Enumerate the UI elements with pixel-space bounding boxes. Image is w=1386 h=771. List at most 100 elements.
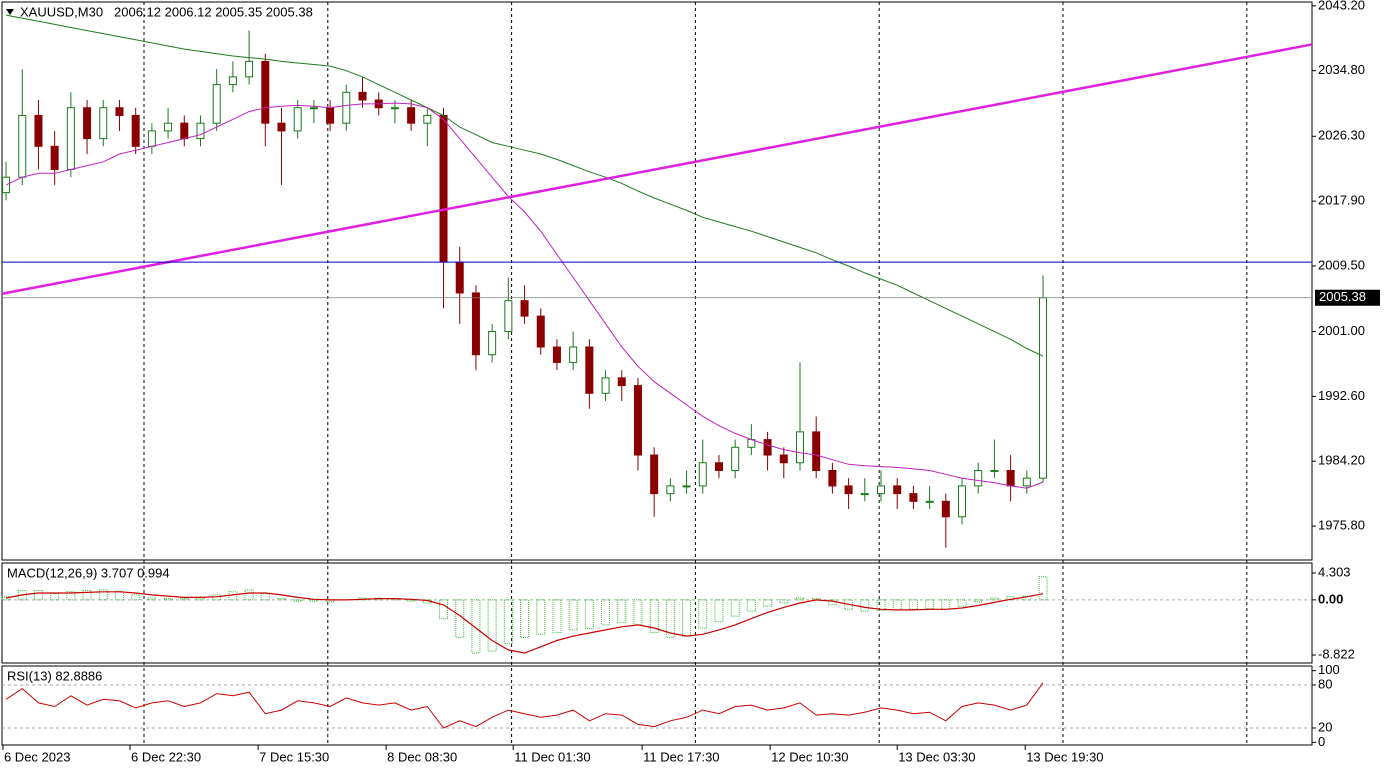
candle-body xyxy=(423,114,432,124)
candle-body xyxy=(617,377,626,387)
candle-body xyxy=(471,292,480,356)
macd-bar xyxy=(957,599,967,607)
menu-arrow[interactable] xyxy=(6,9,14,15)
rsi-line xyxy=(5,682,1044,729)
candle-body xyxy=(277,122,286,132)
candle-body xyxy=(763,439,772,456)
macd-bar xyxy=(131,594,141,601)
x-tick-label: 8 Dec 08:30 xyxy=(387,749,457,764)
macd-bar xyxy=(244,589,254,601)
candle-body xyxy=(34,114,43,147)
macd-bar xyxy=(795,597,805,601)
candle-body xyxy=(18,114,27,178)
candle-body xyxy=(309,107,318,110)
candle-body xyxy=(245,60,254,78)
candle-body xyxy=(66,107,75,170)
macd-bar xyxy=(147,597,157,601)
candle-body xyxy=(83,107,92,140)
candle-body xyxy=(342,91,351,124)
y-tick-label: 4.303 xyxy=(1318,564,1351,579)
macd-bar xyxy=(698,599,708,629)
x-tick-label: 11 Dec 01:30 xyxy=(514,749,590,764)
y-tick-label: 1975.80 xyxy=(1318,517,1365,532)
panel-frame xyxy=(1,665,1313,746)
candle-body xyxy=(196,122,205,140)
macd-bar xyxy=(98,589,108,601)
candle-body xyxy=(131,114,140,147)
y-tick-label: -8.822 xyxy=(1318,646,1355,661)
candle-body xyxy=(488,331,497,356)
macd-bar xyxy=(260,593,270,601)
x-tick-label: 7 Dec 15:30 xyxy=(259,749,329,764)
macd-bar xyxy=(50,593,60,601)
macd-bar xyxy=(33,590,43,601)
x-tick-label: 13 Dec 03:30 xyxy=(898,749,975,764)
macd-bar xyxy=(973,599,983,603)
macd-bar xyxy=(714,599,724,623)
candle-body xyxy=(958,485,967,518)
candle-body xyxy=(358,91,367,101)
candle-body xyxy=(212,84,221,124)
y-tick-label: 2001.00 xyxy=(1318,323,1365,338)
macd-bar xyxy=(811,598,821,601)
macd-bar xyxy=(66,591,76,601)
candle-body xyxy=(698,462,707,487)
price-label: 2005.38 xyxy=(1319,289,1366,304)
candle-body xyxy=(585,346,594,394)
macd-bar xyxy=(503,599,513,645)
y-tick-label: 2009.50 xyxy=(1318,257,1365,272)
candle-body xyxy=(504,300,513,333)
macd-bar xyxy=(487,599,497,652)
moving-average-fast xyxy=(5,102,1044,489)
macd-signal xyxy=(5,591,1044,654)
macd-bar xyxy=(276,598,286,601)
chart-subtitle: 2006.12 2006.12 2005.35 2005.38 xyxy=(114,4,313,19)
candle-body xyxy=(990,469,999,472)
candle-body xyxy=(1006,469,1015,487)
macd-bar xyxy=(1038,576,1048,601)
candle-body xyxy=(795,431,804,464)
macd-bar xyxy=(730,599,740,617)
moving-average-slow xyxy=(6,14,1044,357)
macd-bar xyxy=(601,599,611,626)
candle-body xyxy=(164,122,173,132)
macd-bar xyxy=(536,599,546,635)
macd-bar xyxy=(925,599,935,610)
candle-body xyxy=(552,346,561,363)
candle-body xyxy=(569,346,578,363)
candle-body xyxy=(99,107,108,140)
macd-bar xyxy=(779,599,789,604)
panel-frame xyxy=(1,1,1313,561)
y-tick-label: 20 xyxy=(1318,719,1332,734)
macd-bar xyxy=(1006,596,1016,601)
candle-body xyxy=(439,114,448,263)
candle-body xyxy=(877,485,886,495)
macd-bar xyxy=(941,599,951,610)
candle-body xyxy=(974,469,983,487)
candle-body xyxy=(180,122,189,140)
candle-body xyxy=(1039,297,1048,479)
macd-bar xyxy=(649,599,659,633)
macd-bar xyxy=(876,599,886,611)
y-tick-label: 2043.20 xyxy=(1318,0,1365,12)
macd-bar xyxy=(568,599,578,631)
macd-bar xyxy=(1022,595,1032,601)
candle-body xyxy=(536,315,545,348)
y-tick-label: 2034.80 xyxy=(1318,62,1365,77)
candle-body xyxy=(682,485,691,488)
candle-body xyxy=(893,485,902,495)
panel-title: MACD(12,26,9) 3.707 0.994 xyxy=(7,565,170,580)
macd-bar xyxy=(163,598,173,601)
y-tick-label: 2026.30 xyxy=(1318,128,1365,143)
macd-bar xyxy=(989,597,999,601)
macd-bar xyxy=(114,590,124,601)
candle-body xyxy=(828,469,837,487)
y-tick-label: 1984.20 xyxy=(1318,453,1365,468)
macd-bar xyxy=(212,594,222,601)
macd-bar xyxy=(1,596,11,601)
candle-body xyxy=(1022,477,1031,487)
macd-bar xyxy=(908,599,918,610)
candle-body xyxy=(909,493,918,502)
